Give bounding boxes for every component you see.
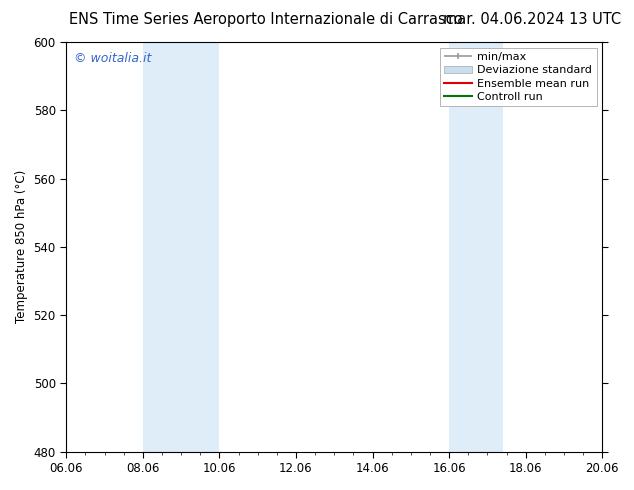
Text: mar. 04.06.2024 13 UTC: mar. 04.06.2024 13 UTC xyxy=(443,12,621,27)
Bar xyxy=(449,42,503,452)
Bar xyxy=(143,42,219,452)
Text: © woitalia.it: © woitalia.it xyxy=(74,52,152,65)
Text: ENS Time Series Aeroporto Internazionale di Carrasco: ENS Time Series Aeroporto Internazionale… xyxy=(70,12,463,27)
Y-axis label: Temperature 850 hPa (°C): Temperature 850 hPa (°C) xyxy=(15,170,28,323)
Legend: min/max, Deviazione standard, Ensemble mean run, Controll run: min/max, Deviazione standard, Ensemble m… xyxy=(439,48,597,106)
